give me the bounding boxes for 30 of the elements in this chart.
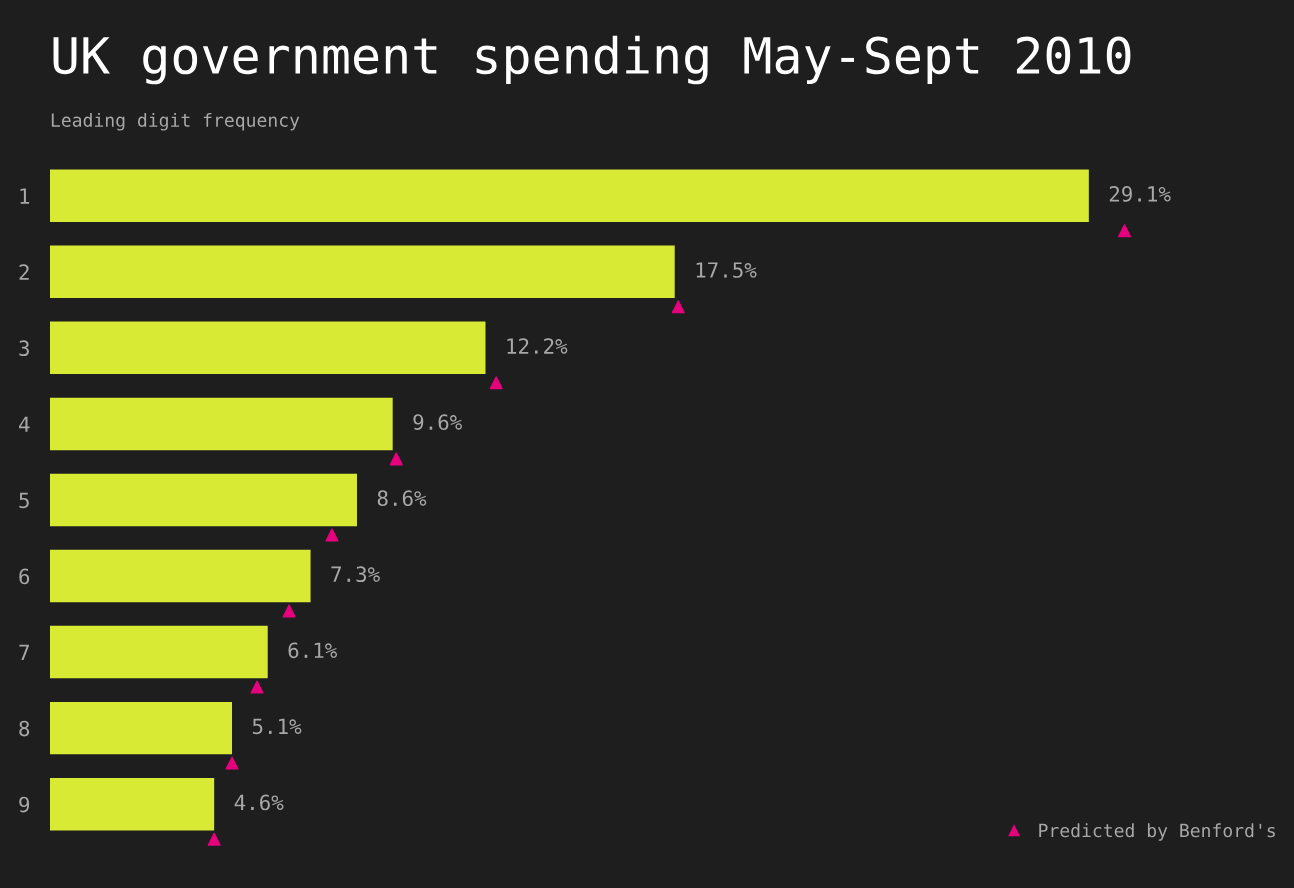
legend-label: Predicted by Benford's xyxy=(1039,823,1275,841)
chart-title: UK government spending May-Sept 2010 xyxy=(53,35,1131,85)
data-label: 4.6% xyxy=(234,794,284,811)
data-label: 7.3% xyxy=(331,566,380,583)
y-tick-label: 3 xyxy=(19,340,29,357)
y-tick-label: 2 xyxy=(19,264,29,280)
bar xyxy=(49,701,233,755)
bar xyxy=(49,397,393,451)
y-tick-label: 1 xyxy=(20,188,30,204)
data-label: 8.6% xyxy=(377,490,427,507)
bar xyxy=(49,777,215,831)
y-tick-label: 5 xyxy=(19,492,29,509)
y-tick-label: 6 xyxy=(19,568,30,585)
data-label: 6.1% xyxy=(288,642,337,659)
bar xyxy=(49,245,675,299)
data-label: 29.1% xyxy=(1109,186,1171,202)
chart-subtitle: Leading digit frequency xyxy=(51,112,300,131)
y-tick-label: 4 xyxy=(19,416,30,432)
bar xyxy=(49,473,357,527)
bar xyxy=(49,169,1089,222)
y-tick-label: 8 xyxy=(19,720,30,737)
data-label: 17.5% xyxy=(696,262,757,278)
y-tick-label: 7 xyxy=(19,644,29,661)
data-label: 5.1% xyxy=(252,718,302,735)
y-tick-label: 9 xyxy=(19,796,30,813)
bar xyxy=(49,625,268,679)
bar xyxy=(49,549,311,603)
bar xyxy=(49,321,486,375)
data-label: 9.6% xyxy=(413,414,462,430)
data-label: 12.2% xyxy=(507,338,568,354)
